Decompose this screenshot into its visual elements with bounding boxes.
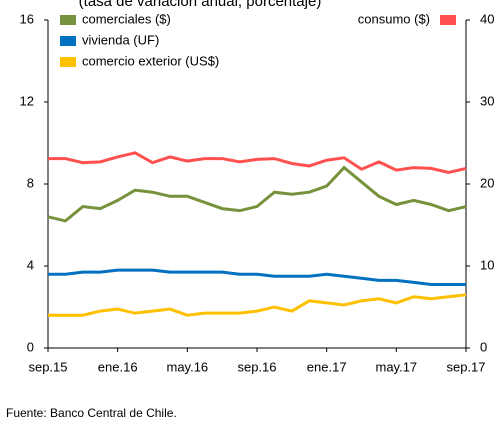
y-tick-label: 16 (20, 11, 34, 26)
y2-tick-label: 10 (480, 257, 494, 272)
line-series (47, 165, 467, 223)
x-tick-label: sep.15 (28, 359, 67, 374)
x-tick-label: may.16 (166, 359, 208, 374)
line-series (48, 151, 467, 175)
source: Fuente: Banco Central de Chile. (6, 406, 177, 420)
x-tick-label: may.17 (375, 359, 417, 374)
y2-tick-label: 0 (480, 339, 487, 354)
legend-swatch (440, 15, 456, 25)
y-tick-label: 0 (27, 339, 34, 354)
line-series (48, 268, 466, 286)
legend-swatch (60, 15, 76, 25)
line-series (48, 293, 467, 317)
x-tick-label: ene.17 (307, 359, 347, 374)
legend-swatch (60, 57, 76, 67)
chart-title: (tasa de variación anual, porcentaje) (79, 0, 322, 10)
y2-tick-label: 20 (480, 175, 494, 190)
legend-label: comercio exterior (US$) (82, 53, 219, 68)
y2-tick-label: 40 (480, 11, 494, 26)
legend-label: comerciales ($) (82, 11, 171, 26)
x-tick-label: ene.16 (98, 359, 138, 374)
legend-swatch (60, 36, 76, 46)
y-tick-label: 8 (27, 175, 34, 190)
x-tick-label: sep.17 (446, 359, 485, 374)
y-tick-label: 4 (27, 257, 34, 272)
x-tick-label: sep.16 (237, 359, 276, 374)
y2-tick-label: 30 (480, 93, 494, 108)
y-tick-label: 12 (20, 93, 34, 108)
legend-label: vivienda (UF) (82, 32, 159, 47)
legend-label: consumo ($) (358, 11, 430, 26)
